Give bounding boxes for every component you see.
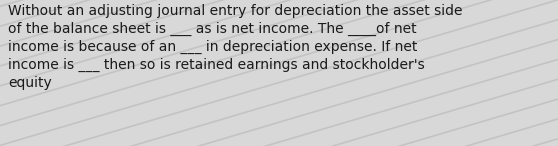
Text: Without an adjusting journal entry for depreciation the asset side
of the balanc: Without an adjusting journal entry for d…: [8, 4, 463, 90]
